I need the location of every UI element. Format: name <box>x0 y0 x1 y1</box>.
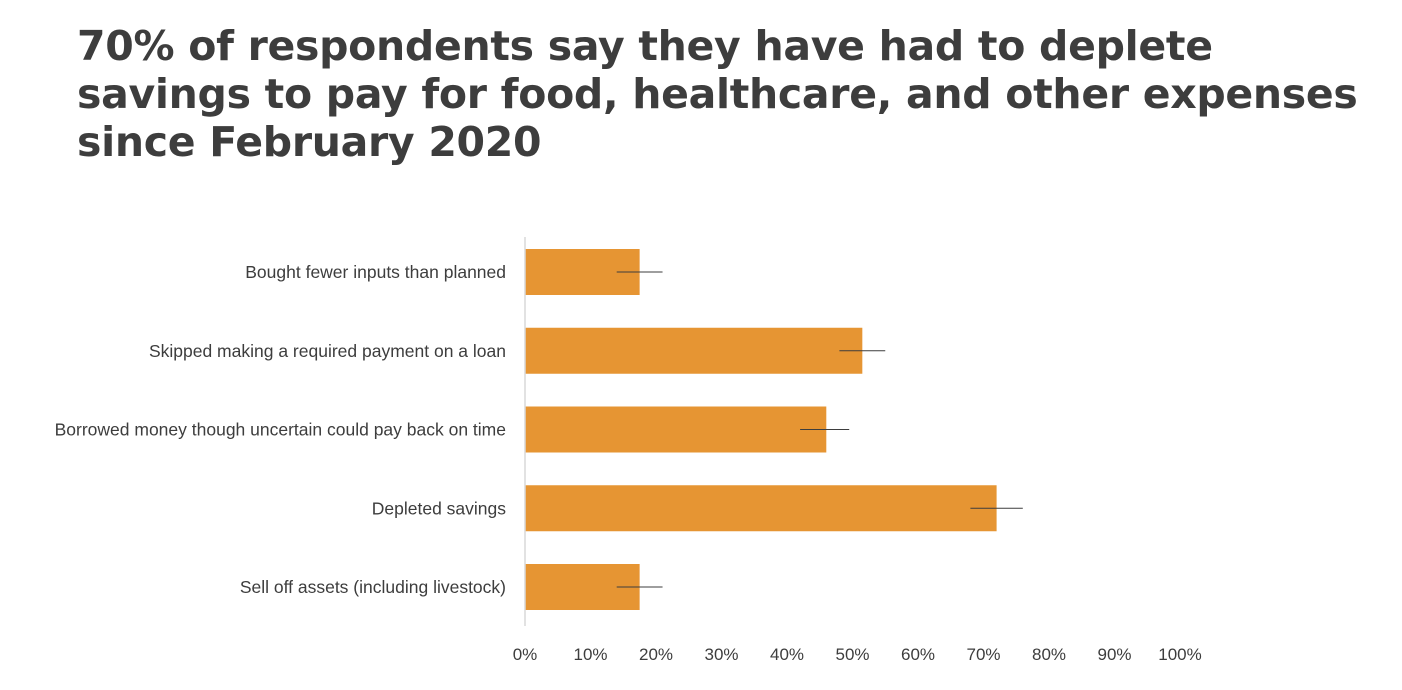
x-tick-label: 0% <box>513 645 538 664</box>
x-tick-label: 100% <box>1158 645 1201 664</box>
x-tick-label: 90% <box>1097 645 1131 664</box>
category-label: Bought fewer inputs than planned <box>245 262 506 282</box>
bar <box>525 406 827 453</box>
category-label: Borrowed money though uncertain could pa… <box>55 420 506 440</box>
chart-title: 70% of respondents say they have had to … <box>77 22 1358 166</box>
x-tick-label: 40% <box>770 645 804 664</box>
x-tick-label: 10% <box>573 645 607 664</box>
error-bars-layer <box>616 271 1023 588</box>
bars-layer <box>525 249 997 610</box>
x-tick-label: 50% <box>835 645 869 664</box>
category-labels: Bought fewer inputs than planned Skipped … <box>55 262 507 597</box>
category-label: Skipped making a required payment on a l… <box>149 341 506 361</box>
x-tick-label: 80% <box>1032 645 1066 664</box>
category-label: Sell off assets (including livestock) <box>240 577 506 597</box>
x-tick-label: 30% <box>704 645 738 664</box>
x-axis-tick-labels: 0% 10% 20% 30% 40% 50% 60% 70% 80% 90% 100% <box>513 645 1202 664</box>
bar <box>525 327 863 374</box>
bar <box>525 485 997 532</box>
x-tick-label: 70% <box>966 645 1000 664</box>
x-tick-label: 60% <box>901 645 935 664</box>
x-tick-label: 20% <box>639 645 673 664</box>
category-label: Depleted savings <box>372 498 506 518</box>
